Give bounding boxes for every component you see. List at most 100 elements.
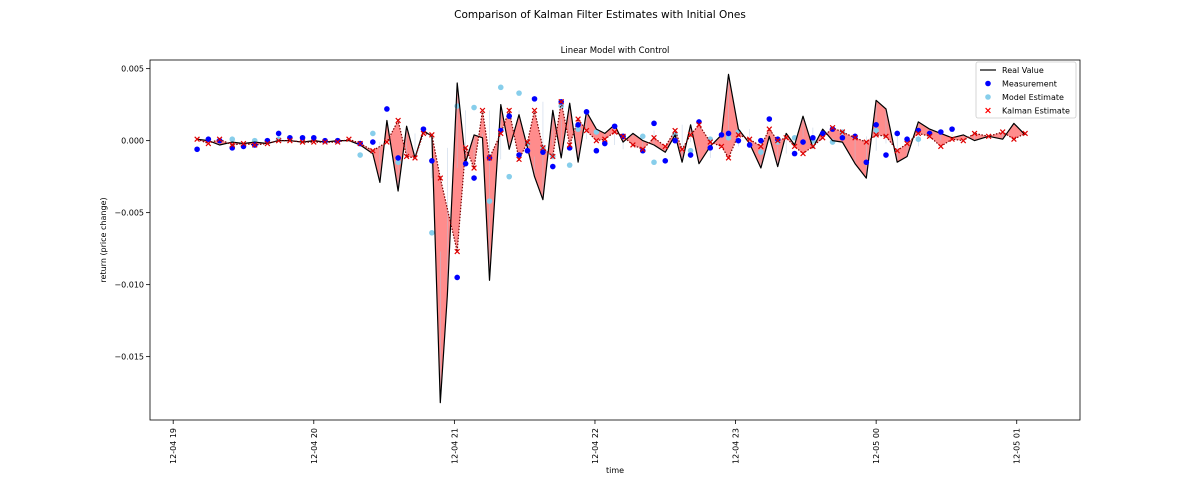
kalman-estimate-marker xyxy=(310,139,317,145)
measurement-point xyxy=(454,274,460,281)
measurement-point xyxy=(370,139,376,145)
measurement-point xyxy=(839,134,846,141)
model-estimate-point xyxy=(357,152,363,158)
kalman-estimate-marker xyxy=(810,143,816,150)
kalman-estimate-marker xyxy=(403,153,410,160)
kalman-estimate-marker xyxy=(216,136,223,143)
figure-title: Comparison of Kalman Filter Estimates wi… xyxy=(454,9,746,21)
kalman-estimate-marker xyxy=(766,126,773,132)
error-band xyxy=(197,74,1026,403)
measurement-point xyxy=(687,152,694,158)
kalman-estimate-marker xyxy=(479,107,486,114)
kalman-estimate-marker xyxy=(593,137,600,144)
kalman-estimate-marker xyxy=(937,143,944,150)
measurement-point xyxy=(310,134,317,141)
kalman-estimate-marker xyxy=(429,132,435,138)
kalman-estimate-marker xyxy=(687,132,694,138)
x-tick-label: 12-04 21 xyxy=(450,428,459,464)
kalman-estimate-marker xyxy=(852,134,858,141)
measurement-point xyxy=(746,142,753,148)
kalman-estimate-marker xyxy=(583,127,590,134)
kalman-estimate-marker xyxy=(384,139,390,145)
measurement-point xyxy=(735,137,742,144)
kalman-estimate-marker xyxy=(194,136,200,143)
measurement-point xyxy=(758,137,764,144)
kalman-estimate-marker xyxy=(971,130,978,137)
y-tick-label: −0.015 xyxy=(114,353,144,362)
model-estimate-point xyxy=(566,162,573,168)
kalman-estimate-marker xyxy=(531,107,538,114)
kalman-estimate-marker xyxy=(904,140,910,147)
kalman-estimate-marker xyxy=(639,146,646,153)
measurement-point xyxy=(602,140,608,147)
axis-ticks: 0.005 0.000 −0.005 −0.010 −0.015 12-04 19 12-0… xyxy=(114,65,1021,464)
measurement-point xyxy=(549,163,556,170)
model-estimate-point xyxy=(370,130,376,137)
kalman-estimate-marker xyxy=(240,140,247,147)
model-estimate-point xyxy=(516,90,522,96)
kalman-estimate-marker xyxy=(672,127,678,134)
kalman-estimate-marker xyxy=(620,133,626,140)
kalman-estimate-marker xyxy=(601,136,608,143)
legend-swatch-dot xyxy=(985,80,991,87)
kalman-estimate-marker xyxy=(630,142,636,148)
y-axis-label: return (price change) xyxy=(99,197,108,282)
kalman-estimate-marker xyxy=(357,140,364,147)
kalman-estimate-marker xyxy=(462,145,469,151)
kalman-estimate-marker xyxy=(783,134,789,141)
x-tick-label: 12-04 19 xyxy=(169,428,178,464)
kalman-estimate-marker xyxy=(915,130,922,137)
kalman-estimate-marker xyxy=(960,137,967,144)
kalman-estimate-marker xyxy=(497,130,504,137)
measurement-point xyxy=(299,134,306,141)
kalman-estimate-marker xyxy=(251,142,258,148)
measurement-point xyxy=(819,130,826,137)
measurement-point xyxy=(949,126,955,132)
y-tick-label: −0.010 xyxy=(114,281,144,290)
kalman-estimate-marker xyxy=(662,143,669,150)
kalman-estimate-marker xyxy=(486,155,493,161)
y-tick-label: 0.000 xyxy=(121,137,144,146)
legend-label: Measurement xyxy=(1002,80,1057,89)
kalman-estimate-marker xyxy=(746,136,753,143)
kalman-estimate-marker xyxy=(575,116,581,122)
measurement-point xyxy=(575,122,581,128)
model-estimate-point xyxy=(229,136,236,142)
kalman-estimate-marker xyxy=(883,133,889,140)
measurement-point xyxy=(540,149,546,155)
kalman-estimate-marker xyxy=(395,117,401,124)
measurement-point xyxy=(566,145,573,151)
kalman-estimate-marker xyxy=(471,165,477,171)
measurement-point xyxy=(904,136,910,142)
measurement-point xyxy=(696,119,702,125)
kalman-estimate-marker xyxy=(863,139,870,145)
kalman-estimate-line xyxy=(196,101,1026,252)
kalman-estimate-marker xyxy=(420,130,427,137)
kalman-estimate-marker xyxy=(819,134,826,141)
kalman-estimate-marker xyxy=(516,156,522,163)
measurement-point xyxy=(707,145,714,151)
measurement-point xyxy=(524,147,531,154)
measurement-point xyxy=(334,137,341,144)
measurement-point xyxy=(774,136,781,142)
kalman-estimate-marker xyxy=(651,134,657,141)
measurement-point xyxy=(894,130,901,137)
measurement-point xyxy=(611,123,618,130)
measurement-point xyxy=(194,146,200,153)
legend-box xyxy=(975,61,1077,119)
model-estimate-point xyxy=(707,136,714,142)
kalman-estimate-marker xyxy=(839,129,846,135)
kalman-estimate-marker xyxy=(524,139,531,145)
legend-swatch-dot xyxy=(985,94,991,100)
x-tick-label: 12-05 00 xyxy=(872,428,881,464)
kalman-estimate-marker xyxy=(558,98,565,105)
model-estimate-point xyxy=(915,136,922,142)
kalman-estimate-marker xyxy=(334,139,341,145)
measurement-point xyxy=(287,134,293,141)
measurement-point xyxy=(583,109,590,115)
kalman-estimate-marker xyxy=(800,150,806,157)
model-estimate-point xyxy=(497,84,504,91)
measurement-point xyxy=(506,113,513,119)
kalman-estimate-marker xyxy=(718,143,725,150)
